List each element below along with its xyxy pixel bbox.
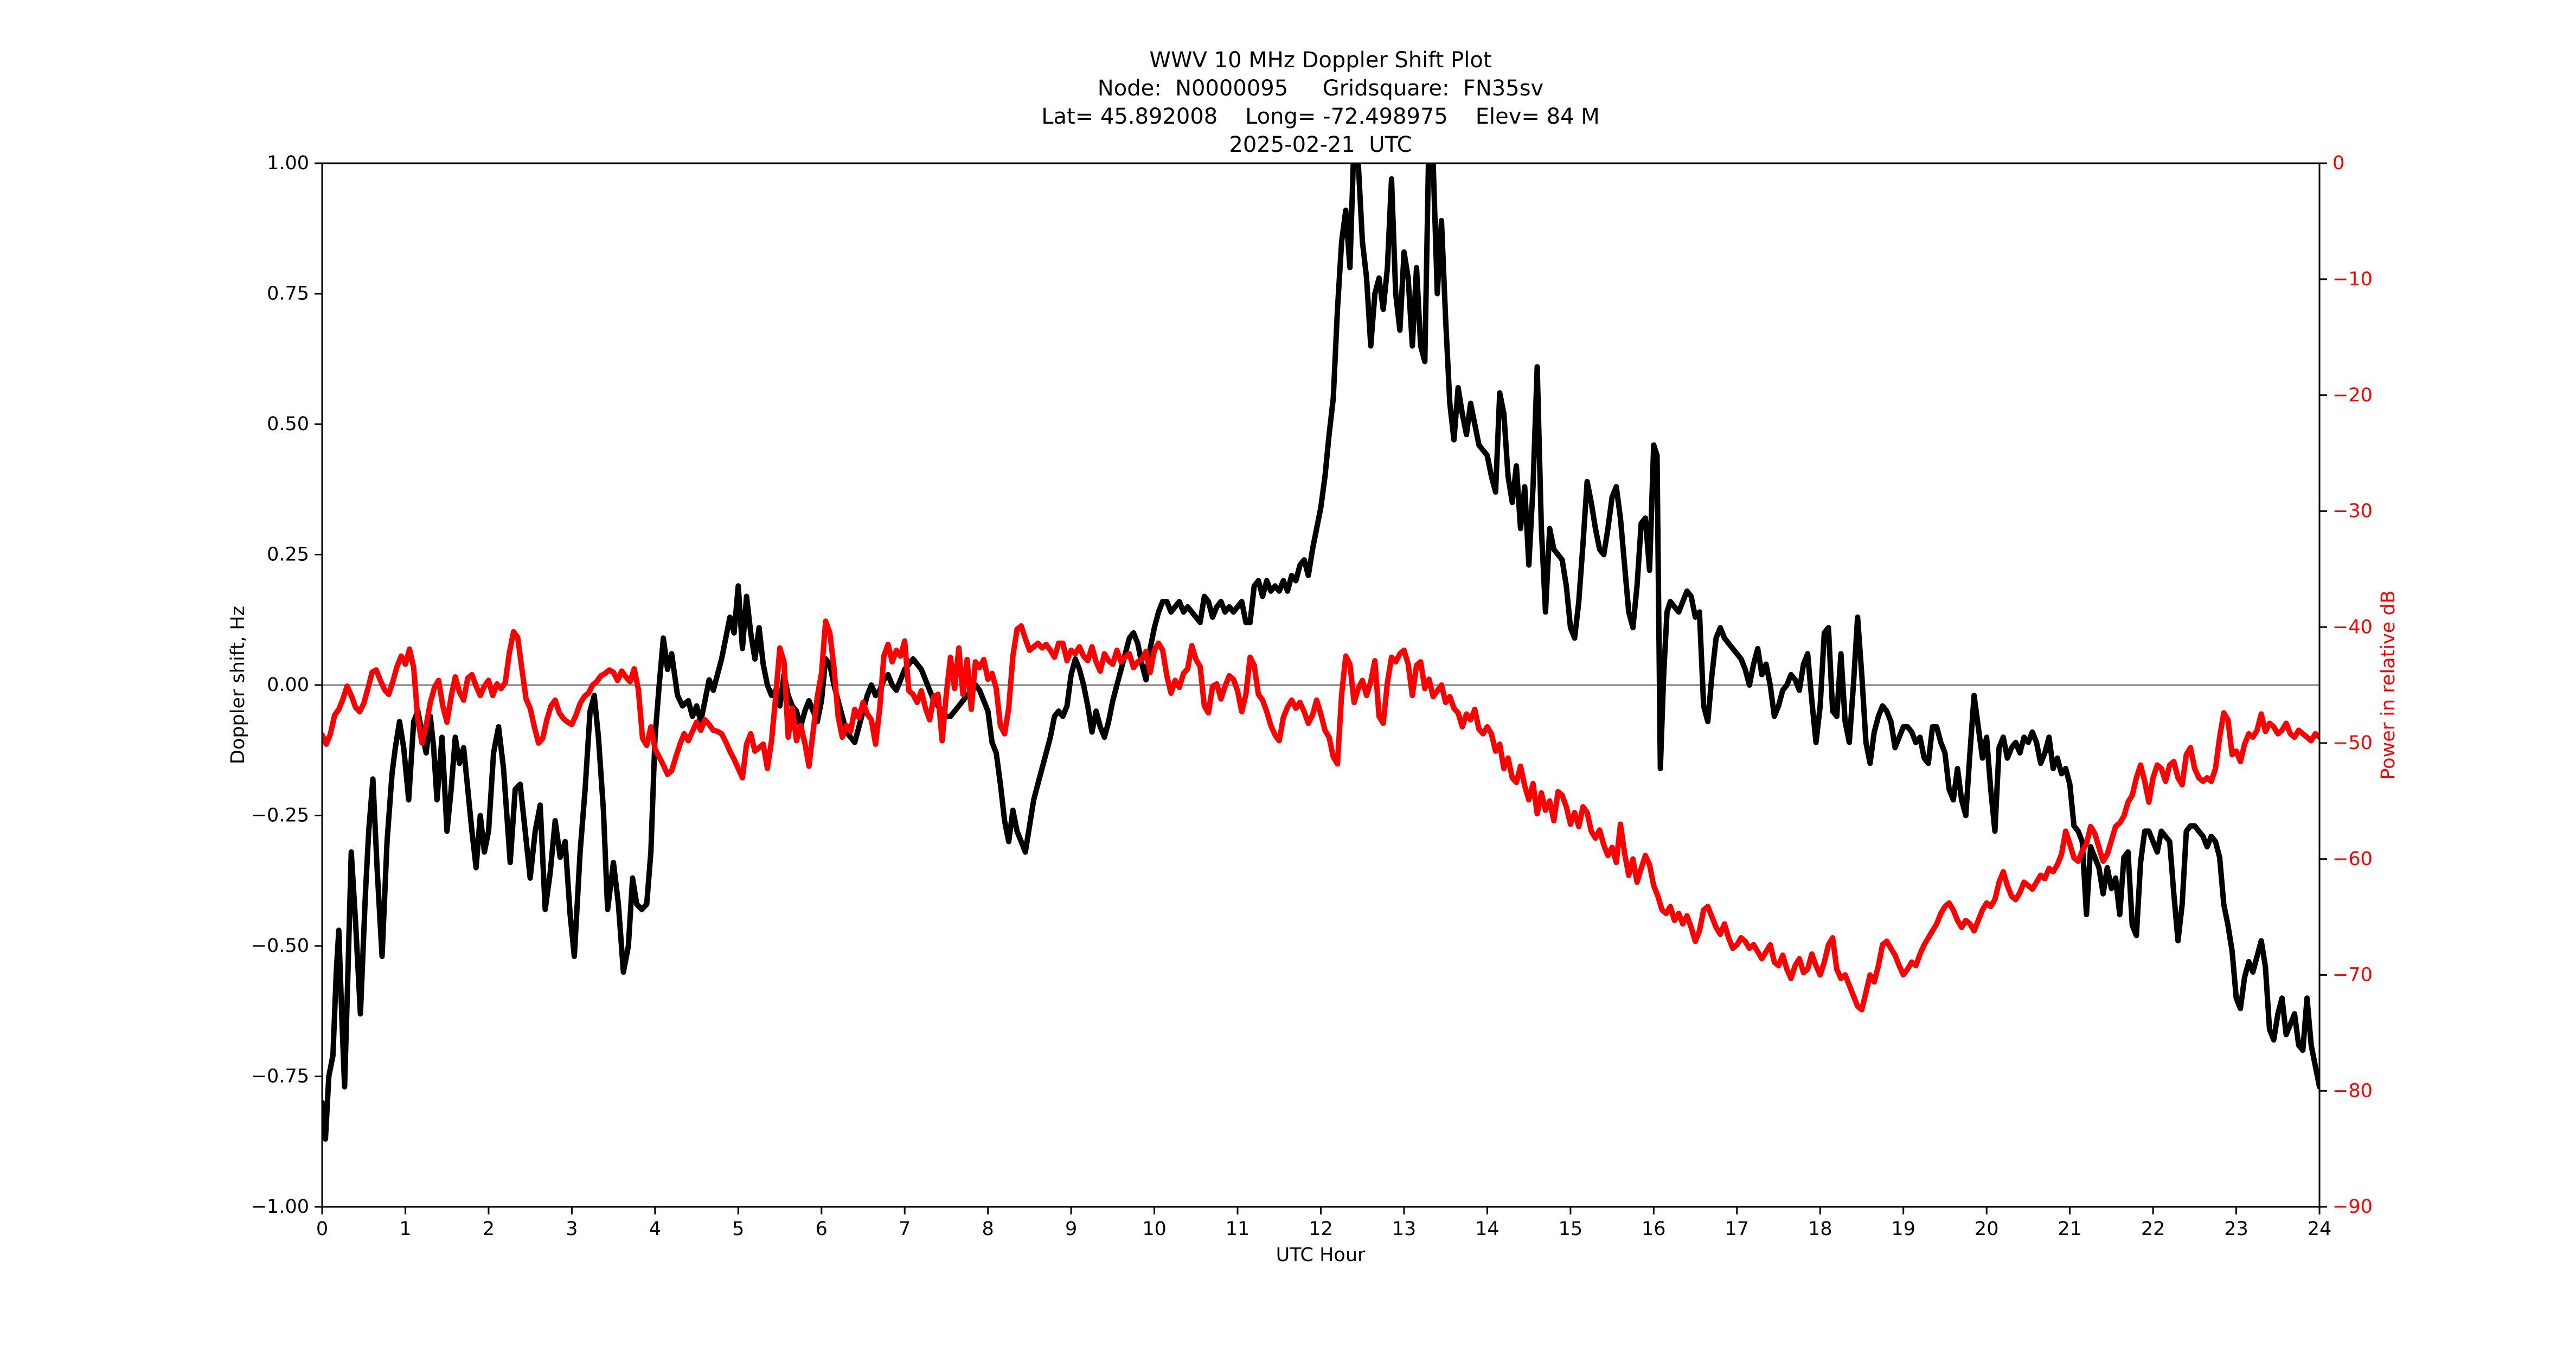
- power_relative_db-curve: [322, 618, 2319, 1013]
- x-tick-label: 13: [1392, 1218, 1417, 1240]
- right-y-tick-label: −50: [2333, 732, 2373, 754]
- x-tick-label: 15: [1559, 1218, 1583, 1240]
- x-tick-label: 19: [1891, 1218, 1915, 1240]
- x-tick-label: 3: [566, 1218, 578, 1240]
- left-y-tick-label: 1.00: [267, 152, 309, 174]
- x-tick-label: 17: [1725, 1218, 1750, 1240]
- left-y-tick-label: −0.75: [251, 1066, 309, 1088]
- right-y-tick-label: −80: [2333, 1080, 2373, 1102]
- x-axis-label: UTC Hour: [1276, 1244, 1366, 1266]
- left-y-tick-label: 0.50: [267, 413, 309, 435]
- x-tick-label: 7: [899, 1218, 911, 1240]
- doppler_shift_hz-curve: [322, 163, 2319, 1142]
- right-y-tick-label: −30: [2333, 501, 2373, 522]
- plot-title: WWV 10 MHz Doppler Shift Plot: [1149, 48, 1491, 73]
- x-tick-label: 0: [316, 1218, 328, 1240]
- curves-group: [322, 163, 2319, 1142]
- x-tick-label: 16: [1642, 1218, 1666, 1240]
- right-y-tick-label: −40: [2333, 616, 2373, 638]
- x-tick-label: 10: [1142, 1218, 1167, 1240]
- plot-subtitle-date-utc: 2025-02-21 UTC: [1229, 132, 1412, 157]
- x-tick-label: 20: [1975, 1218, 1999, 1240]
- right-y-tick-label: −20: [2333, 385, 2373, 406]
- x-tick-label: 5: [732, 1218, 744, 1240]
- plot-subtitle-lat-long-elev: Lat= 45.892008 Long= -72.498975 Elev= 84…: [1041, 104, 1600, 129]
- right-y-tick-label: −60: [2333, 848, 2373, 870]
- right-y-tick-label: −90: [2333, 1196, 2373, 1218]
- left-y-axis-label: Doppler shift, Hz: [227, 606, 249, 764]
- x-tick-label: 14: [1475, 1218, 1500, 1240]
- left-y-tick-label: 0.25: [267, 544, 309, 566]
- x-tick-label: 24: [2308, 1218, 2332, 1240]
- right-y-tick-label: 0: [2333, 152, 2344, 174]
- x-tick-label: 6: [816, 1218, 828, 1240]
- plot-subtitle-node-gridsquare: Node: N0000095 Gridsquare: FN35sv: [1098, 76, 1543, 101]
- x-tick-label: 1: [399, 1218, 411, 1240]
- right-y-tick-label: −10: [2333, 268, 2373, 290]
- x-tick-label: 2: [483, 1218, 495, 1240]
- x-tick-label: 22: [2141, 1218, 2165, 1240]
- left-y-tick-label: −0.25: [251, 805, 309, 827]
- x-tick-label: 12: [1309, 1218, 1333, 1240]
- left-y-tick-label: 0.00: [267, 674, 309, 696]
- x-tick-label: 9: [1065, 1218, 1077, 1240]
- left-y-tick-label: −1.00: [251, 1196, 309, 1218]
- right-y-tick-label: −70: [2333, 964, 2373, 986]
- x-tick-label: 21: [2058, 1218, 2082, 1240]
- x-tick-label: 23: [2224, 1218, 2248, 1240]
- x-tick-label: 4: [649, 1218, 661, 1240]
- left-y-tick-label: −0.50: [251, 935, 309, 957]
- x-tick-label: 11: [1226, 1218, 1250, 1240]
- left-y-tick-label: 0.75: [267, 283, 309, 305]
- x-tick-label: 8: [982, 1218, 994, 1240]
- right-y-axis-label: Power in relative dB: [2378, 590, 2399, 779]
- axes-group: 0 1 2 3 4 5 6 7 8 9 10 11 12 13 14 15 16 17 18 19 20 21 22 23 24…: [251, 152, 2373, 1240]
- x-tick-label: 18: [1808, 1218, 1832, 1240]
